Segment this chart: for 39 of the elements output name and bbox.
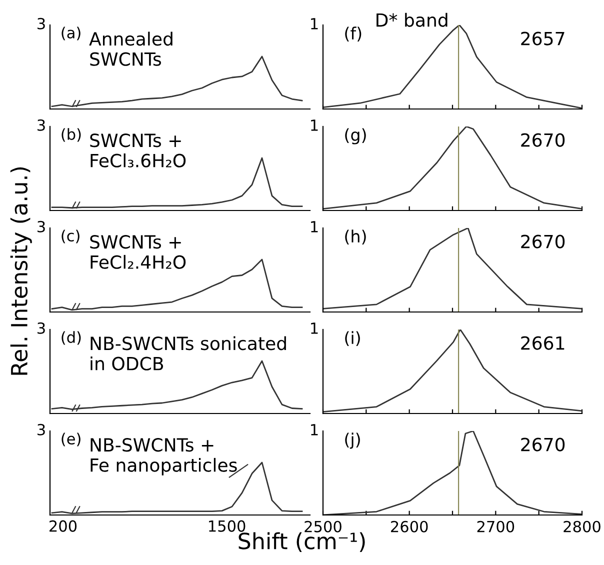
annotation: (g) (345, 128, 366, 144)
text: 3 (38, 322, 45, 334)
text: 1 (311, 120, 318, 131)
text: (b) (62, 128, 81, 142)
text: (e) (62, 432, 80, 446)
annotation: 2670 (521, 133, 565, 147)
text: 200 (50, 520, 77, 532)
text: 1 (311, 18, 318, 30)
text: 1 (311, 322, 318, 334)
x-tick-label: 2600 (391, 520, 428, 532)
text: 3 (38, 119, 45, 131)
text: 3 (38, 220, 45, 232)
annotation: (h) (345, 230, 366, 245)
annotation: D* band (376, 12, 448, 27)
y-axis-title: Rel. Intensity (a.u.) (10, 167, 32, 375)
annotation: SWCNTs + FeCl₂.4H₂O (90, 235, 186, 269)
annotation: 2661 (521, 336, 564, 350)
x-tick-label: 2800 (564, 520, 600, 532)
annotation: NB-SWCNTs + Fe nanoparticles (90, 438, 237, 476)
annotation: (i) (345, 331, 360, 346)
text: (a) (62, 26, 80, 40)
annotation: Annealed SWCNTs (89, 32, 172, 66)
text: 3 (38, 18, 45, 30)
text: (d) (62, 331, 81, 345)
text: 1 (311, 424, 318, 436)
annotation: SWCNTs + FeCl₃.6H₂O (90, 134, 186, 168)
annotation: NB-SWCNTs sonicated in ODCB (90, 336, 286, 370)
x-tick-label: 2700 (477, 520, 514, 532)
text: 3 (38, 424, 45, 436)
annotation: (j) (345, 432, 360, 449)
annotation: 2670 (521, 234, 565, 248)
annotation: (f) (345, 26, 362, 42)
text: (c) (62, 230, 80, 244)
x-axis-title: Shift (cm⁻¹) (238, 532, 365, 552)
annotation: 2657 (521, 32, 564, 46)
text: 1500 (209, 520, 246, 532)
x-tick-label: 2500 (304, 520, 342, 532)
annotation: 2670 (521, 438, 565, 452)
text: 1 (311, 221, 318, 232)
